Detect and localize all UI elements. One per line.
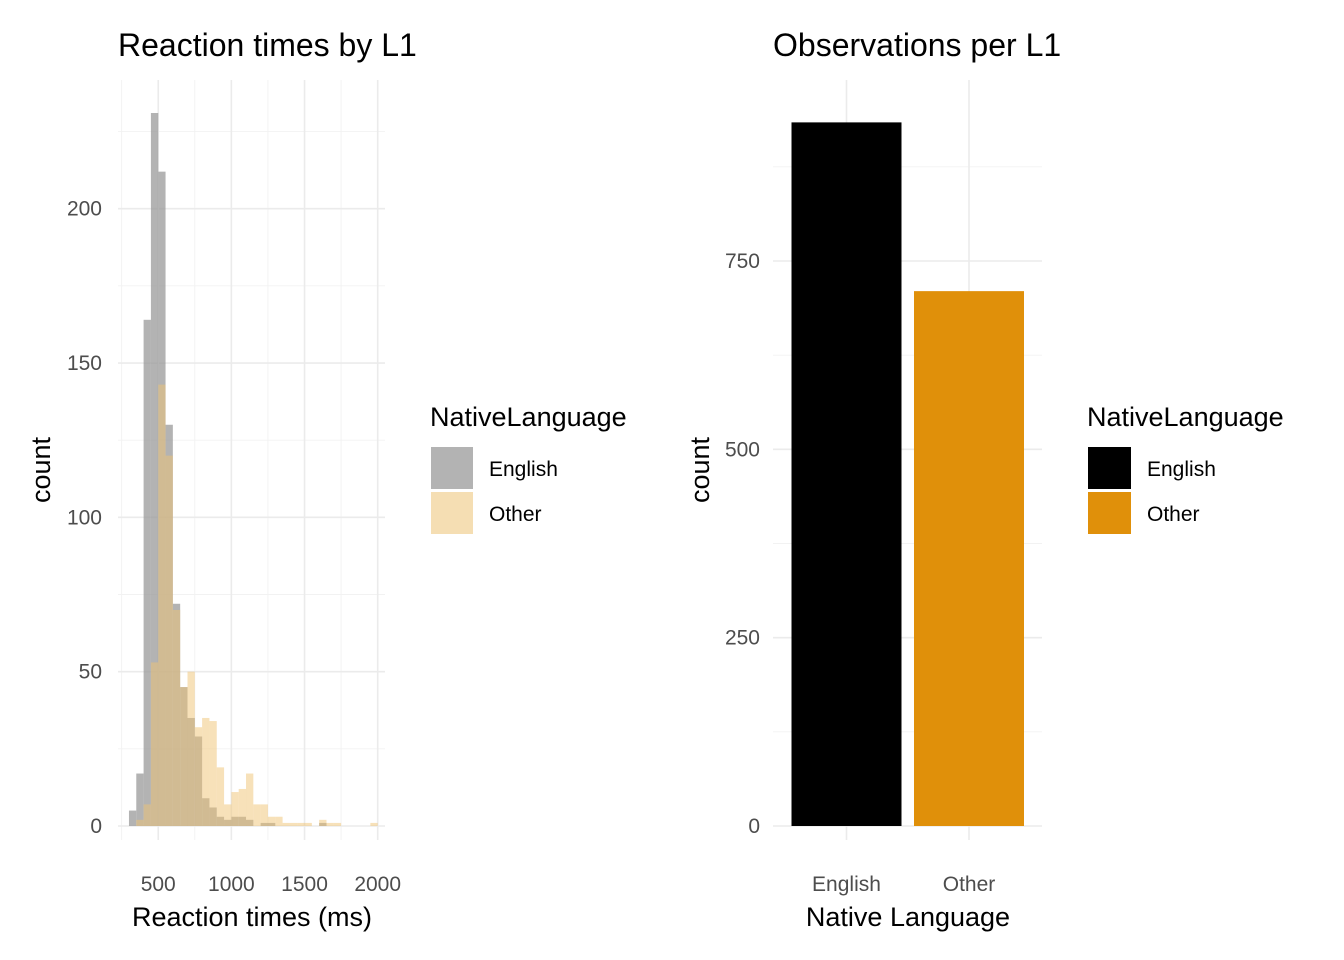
y-tick-label: 250 bbox=[725, 627, 760, 650]
bar-chart-title: Observations per L1 bbox=[773, 27, 1061, 63]
histogram-bar-other bbox=[275, 816, 283, 826]
bar-chart-panel: Observations per L1 0 250 500 750 English Ot… bbox=[685, 27, 1284, 932]
histogram-y-tick-labels: 0 50 100 150 200 bbox=[67, 198, 102, 838]
histogram-bar-other bbox=[238, 788, 247, 826]
legend-label-other: Other bbox=[489, 503, 542, 526]
histogram-bar-other bbox=[187, 671, 195, 826]
histogram-bar-other bbox=[260, 804, 268, 826]
histogram-bar-other bbox=[231, 792, 239, 826]
x-tick-label: 1500 bbox=[281, 873, 328, 896]
histogram-bar-other bbox=[172, 609, 181, 826]
legend-key-other bbox=[431, 492, 473, 534]
histogram-bar-english bbox=[150, 113, 159, 826]
bar-chart-y-tick-labels: 0 250 500 750 bbox=[725, 250, 760, 838]
histogram-x-axis-title: Reaction times (ms) bbox=[132, 902, 372, 932]
histogram-bar-other bbox=[136, 819, 144, 826]
histogram-bar-other bbox=[209, 721, 217, 826]
histogram-panel: Reaction times by L1 0 50 100 150 200 500 100… bbox=[26, 27, 627, 932]
histogram-bar-other bbox=[224, 804, 232, 826]
legend-key-english bbox=[1088, 447, 1131, 489]
legend-key-other bbox=[1088, 492, 1131, 534]
x-tick-label: 1000 bbox=[208, 873, 255, 896]
bar-chart-x-tick-labels: English Other bbox=[812, 873, 995, 896]
bar-chart-legend-title: NativeLanguage bbox=[1087, 402, 1284, 432]
legend-label-english: English bbox=[489, 458, 558, 481]
histogram-bar-english bbox=[128, 810, 137, 826]
histogram-bar-other bbox=[267, 816, 276, 826]
histogram-y-axis-title: count bbox=[26, 436, 56, 503]
y-tick-label: 100 bbox=[67, 506, 102, 529]
histogram-bar-other bbox=[158, 384, 166, 826]
legend-label-english: English bbox=[1147, 458, 1216, 481]
x-tick-label: 500 bbox=[141, 873, 176, 896]
histogram-legend-title: NativeLanguage bbox=[430, 402, 627, 432]
x-tick-label: 2000 bbox=[354, 873, 401, 896]
histogram-bar-other bbox=[216, 767, 225, 826]
x-tick-label-other: Other bbox=[943, 873, 996, 896]
y-tick-label: 150 bbox=[67, 352, 102, 375]
legend-key-english bbox=[431, 447, 473, 489]
histogram-title: Reaction times by L1 bbox=[118, 27, 417, 63]
histogram-bar-other bbox=[370, 822, 378, 826]
y-tick-label: 0 bbox=[90, 815, 102, 838]
histogram-bars bbox=[128, 113, 378, 826]
histogram-bar-other bbox=[304, 822, 312, 826]
histogram-bar-other bbox=[253, 804, 261, 826]
bar-chart-y-axis-title: count bbox=[685, 436, 715, 503]
histogram-bar-other bbox=[289, 822, 298, 826]
histogram-legend: NativeLanguage English Other bbox=[430, 402, 627, 534]
y-tick-label: 500 bbox=[725, 438, 760, 461]
y-tick-label: 200 bbox=[67, 198, 102, 221]
histogram-bar-other bbox=[202, 717, 210, 826]
histogram-bar-english bbox=[143, 319, 151, 826]
histogram-bar-other bbox=[165, 455, 173, 826]
y-tick-label: 750 bbox=[725, 250, 760, 273]
x-tick-label-english: English bbox=[812, 873, 881, 896]
histogram-bar-other bbox=[282, 822, 290, 826]
histogram-bar-other bbox=[319, 819, 327, 826]
bar-other bbox=[914, 291, 1024, 827]
bar-chart-bars bbox=[791, 122, 1024, 827]
histogram-bar-other bbox=[326, 822, 334, 826]
histogram-bar-other bbox=[333, 822, 342, 826]
bar-english bbox=[791, 122, 902, 827]
y-tick-label: 0 bbox=[748, 815, 760, 838]
histogram-bar-other bbox=[150, 662, 159, 826]
legend-label-other: Other bbox=[1147, 503, 1200, 526]
histogram-bar-other bbox=[180, 687, 188, 826]
histogram-bar-english bbox=[136, 773, 144, 826]
histogram-bar-other bbox=[246, 773, 254, 826]
histogram-bar-other bbox=[143, 804, 151, 826]
histogram-bar-other bbox=[194, 727, 203, 826]
bar-chart-x-axis-title: Native Language bbox=[806, 902, 1010, 932]
histogram-x-tick-labels: 500 1000 1500 2000 bbox=[141, 873, 401, 896]
y-tick-label: 50 bbox=[79, 661, 102, 684]
histogram-bar-other bbox=[297, 822, 305, 826]
bar-chart-legend: NativeLanguage English Other bbox=[1087, 402, 1284, 534]
